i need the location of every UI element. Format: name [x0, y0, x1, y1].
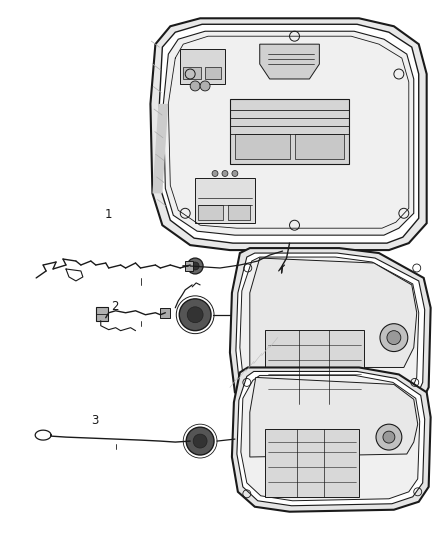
- Bar: [160, 308, 170, 318]
- Bar: [235, 134, 290, 158]
- Bar: [198, 205, 223, 220]
- Polygon shape: [163, 31, 414, 235]
- Circle shape: [187, 307, 203, 322]
- Bar: [265, 330, 364, 404]
- Bar: [185, 261, 193, 271]
- Text: 3: 3: [91, 414, 99, 427]
- Circle shape: [193, 434, 207, 448]
- Circle shape: [186, 427, 214, 455]
- Polygon shape: [240, 257, 419, 407]
- Polygon shape: [236, 253, 425, 413]
- Bar: [96, 307, 108, 321]
- Polygon shape: [152, 104, 168, 193]
- Circle shape: [200, 81, 210, 91]
- Circle shape: [380, 324, 408, 352]
- Circle shape: [383, 431, 395, 443]
- Polygon shape: [230, 248, 431, 419]
- Bar: [265, 429, 359, 497]
- Circle shape: [232, 171, 238, 176]
- Polygon shape: [241, 375, 420, 501]
- Bar: [230, 99, 349, 164]
- Circle shape: [376, 424, 402, 450]
- Circle shape: [190, 81, 200, 91]
- Circle shape: [191, 262, 199, 270]
- Polygon shape: [250, 258, 417, 367]
- Text: 1: 1: [104, 208, 112, 221]
- Circle shape: [187, 258, 203, 274]
- Circle shape: [387, 330, 401, 345]
- Polygon shape: [150, 18, 427, 250]
- Bar: [195, 179, 255, 223]
- Circle shape: [222, 171, 228, 176]
- Bar: [228, 205, 250, 220]
- Polygon shape: [260, 44, 319, 79]
- Circle shape: [179, 299, 211, 330]
- Polygon shape: [159, 25, 419, 243]
- Polygon shape: [232, 367, 431, 512]
- Circle shape: [212, 171, 218, 176]
- Polygon shape: [250, 377, 418, 457]
- Bar: [180, 49, 225, 84]
- Bar: [205, 67, 221, 79]
- Bar: [183, 67, 201, 79]
- Bar: [294, 134, 344, 158]
- Text: 2: 2: [111, 300, 118, 313]
- Polygon shape: [237, 372, 425, 506]
